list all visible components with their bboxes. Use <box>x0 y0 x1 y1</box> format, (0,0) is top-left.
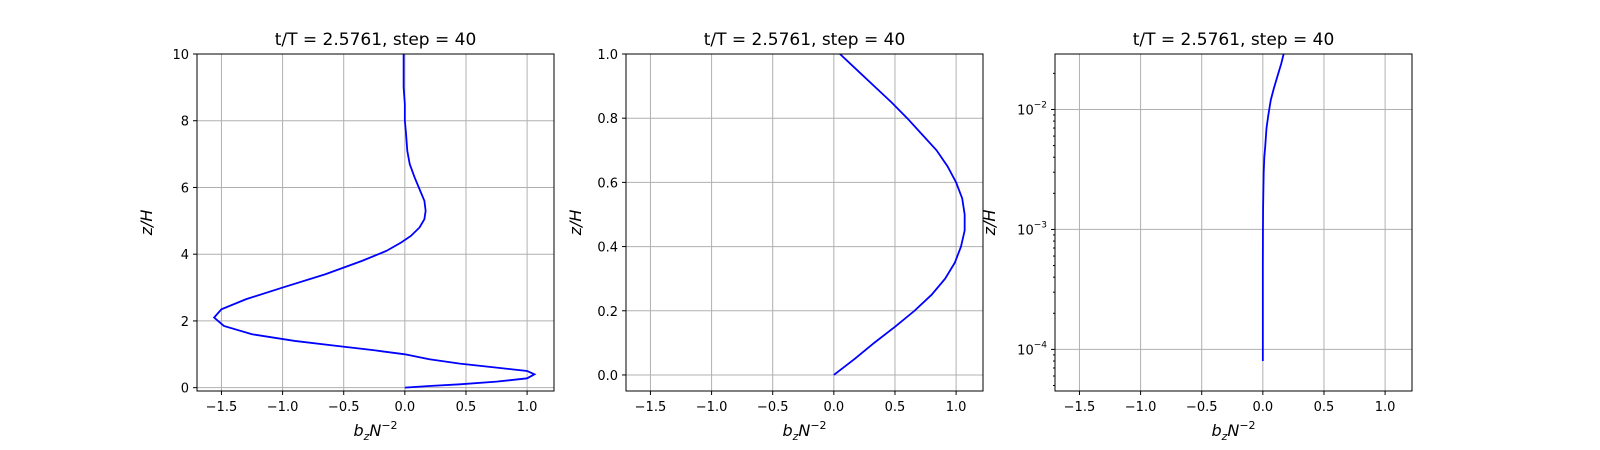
data-series-line <box>1261 53 1285 362</box>
subplot-linear-zoom: −1.5 −1.0 −0.5 0.0 0.5 1.0 0.0 0.2 0.4 0.6 0.8 1.0 t… <box>566 30 984 443</box>
x-axis-label: bzN−2 <box>353 419 397 443</box>
x-tick-label: 0.0 <box>1252 400 1273 415</box>
y-axis-label: z/H <box>980 210 999 237</box>
x-tick-label: 1.0 <box>1375 400 1396 415</box>
data-series-line <box>212 54 537 389</box>
x-tick-label: −0.5 <box>328 400 360 415</box>
x-tick-label: 1.0 <box>946 400 967 415</box>
y-tick-label: 10−2 <box>1017 100 1047 118</box>
x-tick-label: 0.0 <box>823 400 844 415</box>
x-axis-label: bzN−2 <box>1211 419 1255 443</box>
y-tick-label: 2 <box>181 315 189 330</box>
y-tick-label: 0.2 <box>597 305 618 320</box>
y-tick-label: 10 <box>172 48 189 63</box>
x-tick-label: −1.5 <box>635 400 667 415</box>
y-tick-label: 0.0 <box>597 369 618 384</box>
y-tick-label: 10−4 <box>1017 340 1047 358</box>
plot-frame <box>1054 53 1413 392</box>
x-axis-label: bzN−2 <box>782 419 826 443</box>
x-tick-label: −0.5 <box>757 400 789 415</box>
x-tick-label: −1.5 <box>1064 400 1096 415</box>
y-tick-label: 0.6 <box>597 176 618 191</box>
x-tick-label: −1.0 <box>696 400 728 415</box>
x-tick-label: 0.5 <box>456 400 477 415</box>
x-tick-label: 0.5 <box>885 400 906 415</box>
subplot-log-scale: −1.5 −1.0 −0.5 0.0 0.5 1.0 10−4 10−3 10−2 t/T = 2… <box>980 30 1413 443</box>
chart-title: t/T = 2.5761, step = 40 <box>275 30 477 50</box>
chart-title: t/T = 2.5761, step = 40 <box>1133 30 1335 50</box>
y-axis-label: z/H <box>566 210 585 237</box>
y-tick-label: 6 <box>181 181 189 196</box>
x-tick-label: −0.5 <box>1186 400 1218 415</box>
x-tick-label: 1.0 <box>517 400 538 415</box>
plot-frame <box>196 53 555 392</box>
x-tick-label: 0.0 <box>394 400 415 415</box>
y-tick-label: 1.0 <box>597 48 618 63</box>
y-axis-label: z/H <box>137 210 156 237</box>
chart-title: t/T = 2.5761, step = 40 <box>704 30 906 50</box>
plot-frame <box>625 53 984 392</box>
x-tick-label: −1.5 <box>206 400 238 415</box>
x-tick-label: −1.0 <box>267 400 299 415</box>
y-tick-label: 0.4 <box>597 241 618 256</box>
y-tick-label: 4 <box>181 248 189 263</box>
y-tick-label: 10−3 <box>1017 220 1047 238</box>
x-tick-label: −1.0 <box>1125 400 1157 415</box>
data-series-line <box>833 53 966 376</box>
y-tick-label: 8 <box>181 115 189 130</box>
x-tick-label: 0.5 <box>1314 400 1335 415</box>
y-tick-label: 0.8 <box>597 112 618 127</box>
y-tick-label: 0 <box>181 382 189 397</box>
subplot-linear-full: −1.5 −1.0 −0.5 0.0 0.5 1.0 0 2 4 6 8 10 t/T = 2.5761… <box>137 30 555 443</box>
